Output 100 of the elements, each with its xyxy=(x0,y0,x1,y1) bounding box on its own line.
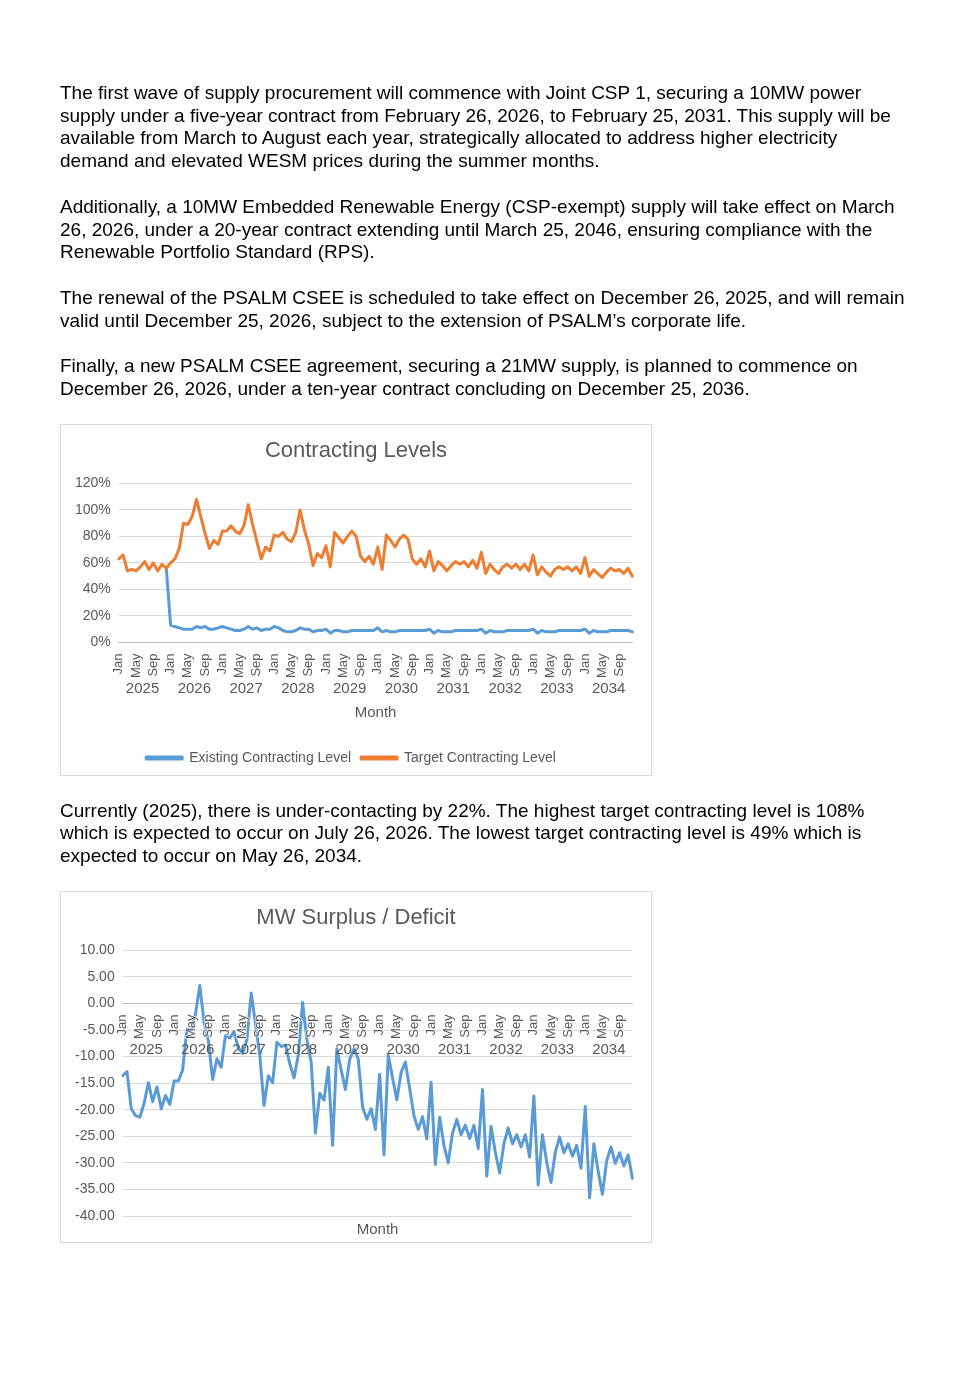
x-tick-label: Jan xyxy=(576,653,592,675)
text: Currently (2025), there is under-contacting by 22%. The highest target contracting level is 108% which is expected to occur on July 26, 2026. The lowest target contracting level is 49% which is expected to occur on May 26, 2034. xyxy=(60,799,866,868)
y-tick-label: 10.00 xyxy=(79,941,115,958)
chart-title: MW Surplus / Deficit xyxy=(255,902,457,931)
x-tick-label: May xyxy=(388,1013,404,1039)
x-tick-label: Sep xyxy=(508,1014,524,1038)
y-tick-label: -15.00 xyxy=(74,1073,115,1090)
x-tick-label: Sep xyxy=(403,653,419,677)
text: 2027 xyxy=(229,678,263,696)
x-tick-label: May xyxy=(337,1013,352,1039)
annotation: 2033 xyxy=(540,1040,575,1058)
x-tick-label: May xyxy=(234,1013,250,1039)
x-tick-label: Jan xyxy=(525,1014,541,1036)
text: 2032 xyxy=(488,678,522,696)
x-tick-label: Jan xyxy=(474,1014,490,1036)
x-tick-label: May xyxy=(491,1013,507,1039)
x-tick-label: Jan xyxy=(371,1014,387,1036)
text: 2026 xyxy=(177,678,212,696)
y-tick-label: 0% xyxy=(90,633,111,650)
x-tick-label: Sep xyxy=(611,1014,627,1038)
x-tick-label: Sep xyxy=(352,653,368,677)
x-tick-label: Sep xyxy=(251,1014,267,1038)
x-tick-label: Jan xyxy=(317,653,333,675)
x-tick-label: Jan xyxy=(472,653,488,675)
x-tick-label: May xyxy=(182,1013,198,1039)
chart-title: Contracting Levels xyxy=(263,435,449,464)
x-tick-label: Sep xyxy=(144,653,160,677)
x-tick-label: Sep xyxy=(196,653,212,677)
x-tick-label: Jan xyxy=(421,653,437,675)
text: 2031 xyxy=(436,678,470,696)
x-tick-label: Sep xyxy=(148,1014,164,1038)
x-tick-label: Jan xyxy=(213,653,229,675)
y-tick-label: -10.00 xyxy=(74,1047,115,1064)
x-tick-label: May xyxy=(593,652,609,678)
x-tick-label: Jan xyxy=(268,1014,284,1036)
x-tick-label: May xyxy=(542,1013,558,1039)
x-tick-label: Jan xyxy=(110,653,126,675)
x-tick-label: May xyxy=(541,652,557,678)
x-axis-title: Month xyxy=(356,1219,399,1237)
y-tick-label: 0.00 xyxy=(87,994,115,1011)
x-tick-label: Sep xyxy=(199,1014,215,1038)
x-tick-label: Sep xyxy=(559,1014,575,1038)
annotation: 2034 xyxy=(592,1040,626,1058)
x-tick-label: Jan xyxy=(162,653,178,675)
x-tick-label: Jan xyxy=(524,653,540,675)
x-tick-label: Sep xyxy=(507,653,523,677)
x-tick-label: Sep xyxy=(302,1014,318,1038)
text: 2029 xyxy=(333,678,367,696)
text: The first wave of supply procurement will commence with Joint CSP 1, securing a 10MW power supply under a five-year contract from February 26, 2026, to February 25, 2031. This supply will be available from March to August each year, strategically allocated to address higher electricity demand and elevated WESM prices during the summer months. xyxy=(60,82,892,173)
x-tick-label: May xyxy=(386,652,402,678)
x-tick-label: Sep xyxy=(300,653,316,677)
annotation: 2029 xyxy=(335,1040,369,1058)
x-tick-label: Sep xyxy=(455,653,471,677)
annotation: 2030 xyxy=(386,1040,420,1058)
x-tick-label: May xyxy=(231,652,247,678)
y-tick-label: 80% xyxy=(82,527,111,544)
x-tick-label: May xyxy=(179,652,195,678)
x-tick-label: Sep xyxy=(559,653,575,677)
x-tick-label: Sep xyxy=(405,1014,421,1038)
x-tick-label: Jan xyxy=(265,653,281,675)
x-axis-title: Month xyxy=(354,702,397,720)
y-tick-label: 120% xyxy=(74,473,111,490)
y-tick-label: 5.00 xyxy=(87,967,115,984)
x-tick-label: Jan xyxy=(165,1014,181,1036)
text: The renewal of the PSALM CSEE is scheduled to take effect on December 26, 2025, and will remain valid until December 25, 2026, subject to the extension of PSALM’s corporate life. xyxy=(60,286,906,333)
text: Finally, a new PSALM CSEE agreement, securing a 21MW supply, is planned to commence on December 26, 2026, under a ten-year contract concluding on December 25, 2036. xyxy=(60,355,859,401)
x-tick-label: Sep xyxy=(611,653,627,677)
x-tick-label: May xyxy=(283,652,299,678)
x-tick-label: Jan xyxy=(114,1014,130,1036)
y-tick-label: -35.00 xyxy=(74,1180,115,1197)
x-tick-label: May xyxy=(439,1013,455,1039)
annotation: 2032 xyxy=(489,1040,523,1058)
x-tick-label: May xyxy=(131,1013,147,1039)
x-tick-label: Jan xyxy=(369,653,385,675)
x-tick-label: May xyxy=(334,652,350,678)
x-tick-label: Jan xyxy=(422,1014,438,1036)
x-tick-label: May xyxy=(490,652,506,678)
y-tick-label: -25.00 xyxy=(74,1127,115,1144)
x-tick-label: May xyxy=(438,652,454,678)
y-tick-label: 60% xyxy=(82,553,111,570)
x-tick-label: Sep xyxy=(456,1014,472,1038)
legend-label: Target Contracting Level xyxy=(404,748,556,765)
annotation: 2031 xyxy=(437,1040,472,1058)
text: 2030 xyxy=(384,678,419,696)
annotation: 2025 xyxy=(129,1040,163,1058)
x-tick-label: May xyxy=(285,1013,301,1039)
x-tick-label: Sep xyxy=(248,653,264,677)
y-tick-label: -5.00 xyxy=(82,1020,115,1037)
text: 2028 xyxy=(281,678,315,696)
y-tick-label: -30.00 xyxy=(74,1153,115,1170)
y-tick-label: -40.00 xyxy=(74,1206,115,1223)
y-tick-label: 40% xyxy=(82,580,111,597)
text: Additionally, a 10MW Embedded Renewable Energy (CSP-exempt) supply will take effect on March 26, 2026, under a 20-year contract extending until March 25, 2046, ensuring compliance with the Renewable Portfolio Standard (RPS). xyxy=(60,195,896,264)
x-tick-label: Jan xyxy=(319,1014,335,1036)
y-tick-label: -20.00 xyxy=(74,1100,115,1117)
x-tick-label: Sep xyxy=(354,1014,370,1038)
x-tick-label: Jan xyxy=(576,1014,592,1036)
legend-label: Existing Contracting Level xyxy=(189,748,352,765)
x-tick-label: May xyxy=(594,1013,609,1039)
y-tick-label: 20% xyxy=(82,606,111,623)
